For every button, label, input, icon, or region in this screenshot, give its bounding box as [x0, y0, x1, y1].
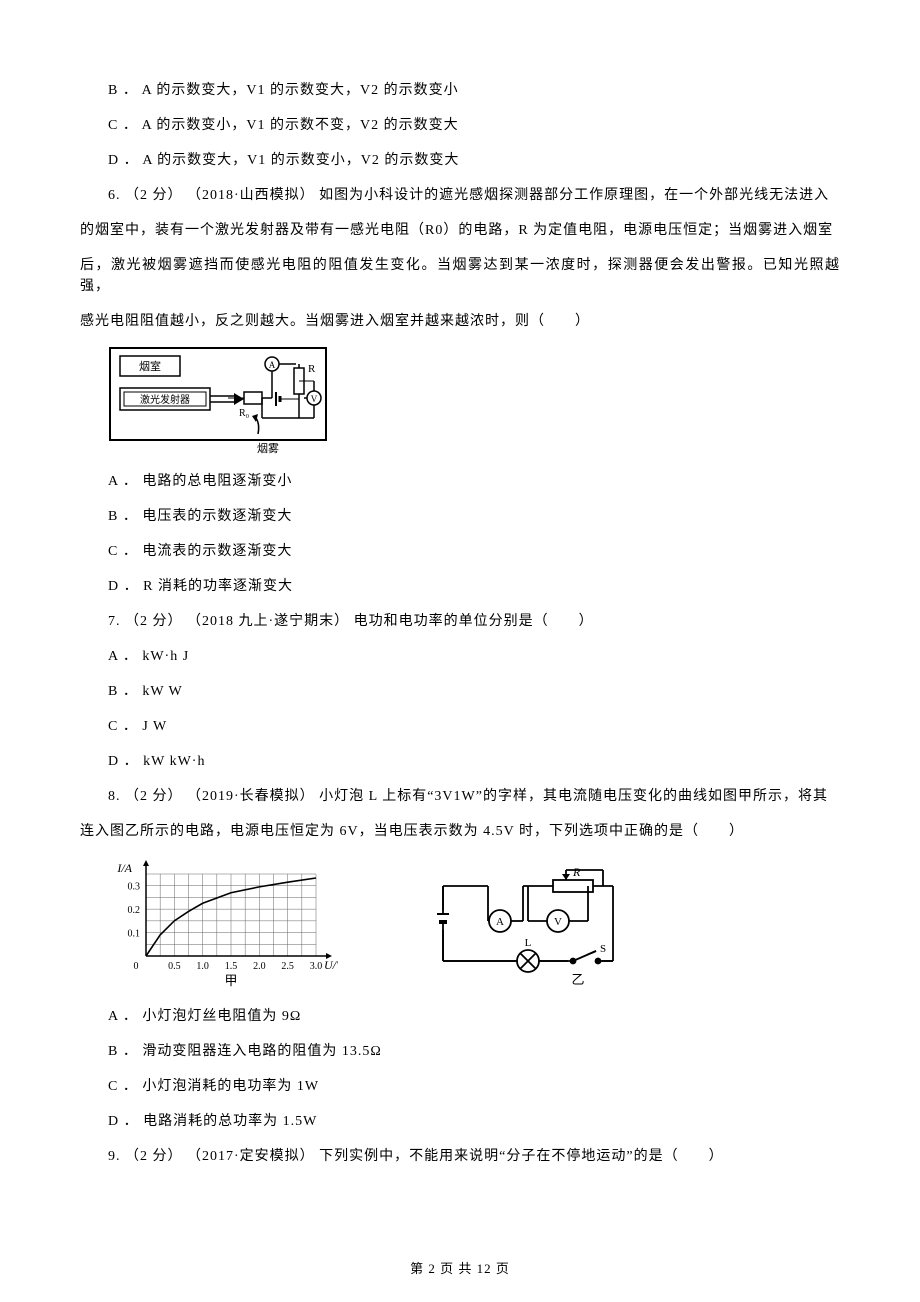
q6-diagram: 烟室 激光发射器 R₀ A R V: [108, 346, 840, 463]
label-room: 烟室: [139, 359, 161, 373]
q6-option-a: A ． 电路的总电阻逐渐变小: [80, 471, 840, 492]
q7-option-b: B ． kW W: [80, 681, 840, 702]
circuit-caption: 乙: [571, 972, 584, 987]
label-s: S: [600, 943, 606, 955]
svg-text:0.3: 0.3: [128, 882, 141, 893]
label-a: A: [269, 360, 276, 370]
q6-option-d: D ． R 消耗的功率逐渐变大: [80, 576, 840, 597]
q5-option-d: D ． A 的示数变大，V1 的示数变小，V2 的示数变大: [80, 150, 840, 171]
svg-text:3.0: 3.0: [310, 961, 323, 972]
q7-option-a: A ． kW·h J: [80, 646, 840, 667]
svg-text:1.5: 1.5: [225, 961, 238, 972]
q8-stem-1: 8. （2 分） （2019·长春模拟） 小灯泡 L 上标有“3V1W”的字样，…: [80, 786, 840, 807]
q9-stem: 9. （2 分） （2017·定安模拟） 下列实例中，不能用来说明“分子在不停地…: [80, 1146, 840, 1167]
svg-text:U/V: U/V: [324, 958, 338, 972]
label-r: R: [308, 363, 316, 375]
svg-text:0: 0: [134, 961, 139, 972]
q6-stem-3: 后，激光被烟雾遮挡而使感光电阻的阻值发生变化。当烟雾达到某一浓度时，探测器便会发…: [80, 255, 840, 297]
label-laser: 激光发射器: [140, 393, 190, 406]
q5-option-c: C ． A 的示数变小，V1 的示数不变，V2 的示数变大: [80, 115, 840, 136]
svg-text:1.0: 1.0: [196, 961, 209, 972]
svg-text:0.2: 0.2: [128, 905, 141, 916]
q6-option-c: C ． 电流表的示数逐渐变大: [80, 541, 840, 562]
q8-option-b: B ． 滑动变阻器连入电路的阻值为 13.5Ω: [80, 1041, 840, 1062]
svg-text:2.0: 2.0: [253, 961, 265, 972]
label-a2: A: [496, 916, 504, 928]
q6-stem-2: 的烟室中，装有一个激光发射器及带有一感光电阻（R0）的电路，R 为定值电阻，电源…: [80, 220, 840, 241]
svg-text:I/A: I/A: [116, 861, 132, 875]
q6-stem-4: 感光电阻阻值越小，反之则越大。当烟雾进入烟室并越来越浓时，则（ ）: [80, 311, 840, 332]
svg-text:2.5: 2.5: [281, 961, 294, 972]
label-v: V: [311, 394, 318, 404]
q8-chart: 0.5 1.0 1.5 2.0 2.5 3.0 0.1 0.2 0.3 0 I/A U/V 甲: [108, 856, 338, 998]
svg-text:0.1: 0.1: [128, 929, 141, 940]
label-smoke: 烟雾: [257, 441, 279, 455]
q8-stem-2: 连入图乙所示的电路，电源电压恒定为 6V，当电压表示数为 4.5V 时，下列选项…: [80, 821, 840, 842]
label-v2: V: [554, 916, 562, 928]
q7-option-c: C ． J W: [80, 716, 840, 737]
label-l: L: [525, 937, 532, 949]
q8-option-d: D ． 电路消耗的总功率为 1.5W: [80, 1111, 840, 1132]
svg-text:甲: 甲: [224, 973, 237, 988]
q7-stem: 7. （2 分） （2018 九上·遂宁期末） 电功和电功率的单位分别是（ ）: [80, 611, 840, 632]
q6-option-b: B ． 电压表的示数逐渐变大: [80, 506, 840, 527]
q8-option-a: A ． 小灯泡灯丝电阻值为 9Ω: [80, 1006, 840, 1027]
q5-option-b: B ． A 的示数变大，V1 的示数变大，V2 的示数变小: [80, 80, 840, 101]
svg-text:0.5: 0.5: [168, 961, 181, 972]
label-r0: R₀: [239, 408, 250, 419]
page-footer: 第 2 页 共 12 页: [0, 1259, 920, 1279]
q8-circuit: A V R L S 乙: [428, 866, 628, 998]
label-r2: R: [572, 866, 581, 879]
q7-option-d: D ． kW kW·h: [80, 751, 840, 772]
q8-option-c: C ． 小灯泡消耗的电功率为 1W: [80, 1076, 840, 1097]
q6-stem-1: 6. （2 分） （2018·山西模拟） 如图为小科设计的遮光感烟探测器部分工作…: [80, 185, 840, 206]
